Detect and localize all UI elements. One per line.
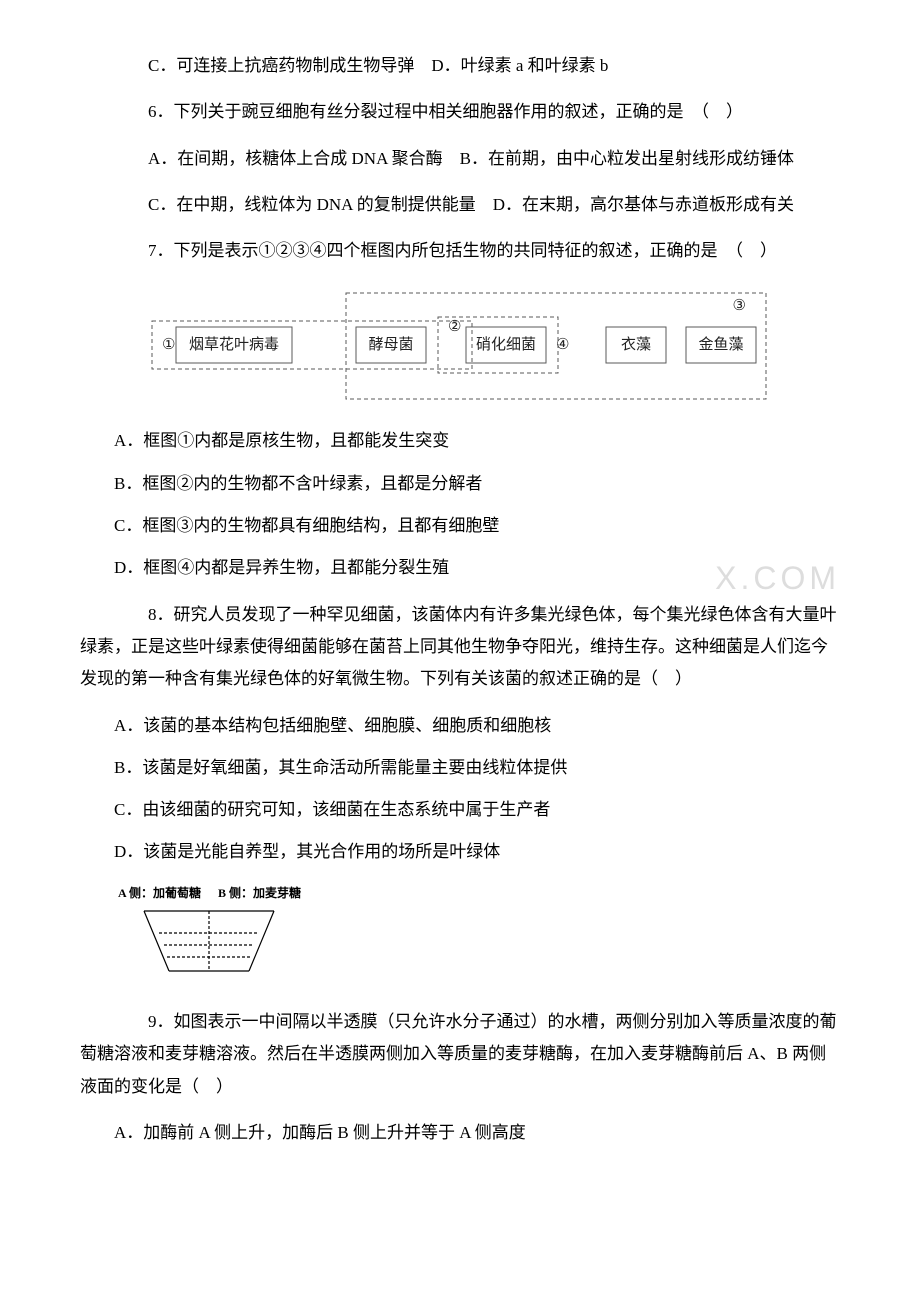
q7-option-b: B．框图②内的生物都不含叶绿素，且都是分解者 (80, 468, 840, 500)
q9-options: A．加酶前 A 侧上升，加酶后 B 侧上升并等于 A 侧高度 (80, 1117, 840, 1149)
q7-diagram-svg: ③ ① 烟草花叶病毒 酵母菌 ② 硝化细菌 ④ 衣藻 金鱼藻 (146, 287, 774, 405)
q8-option-c: C．由该细菌的研究可知，该细菌在生态系统中属于生产者 (80, 794, 840, 826)
svg-text:酵母菌: 酵母菌 (368, 336, 413, 353)
q8-options: A．该菌的基本结构包括细胞壁、细胞膜、细胞质和细胞核 B．该菌是好氧细菌，其生命… (80, 710, 840, 869)
svg-text:③: ③ (733, 298, 746, 314)
svg-text:烟草花叶病毒: 烟草花叶病毒 (189, 336, 279, 353)
q7-option-a: A．框图①内都是原核生物，且都能发生突变 (80, 425, 840, 457)
svg-text:B 侧：加麦芽糖: B 侧：加麦芽糖 (218, 885, 301, 900)
q8-option-b: B．该菌是好氧细菌，其生命活动所需能量主要由线粒体提供 (80, 752, 840, 784)
q9-stem: 9．如图表示一中间隔以半透膜（只允许水分子通过）的水槽，两侧分别加入等质量浓度的… (80, 1006, 840, 1103)
q8-stem: 8．研究人员发现了一种罕见细菌，该菌体内有许多集光绿色体，每个集光绿色体含有大量… (80, 599, 840, 696)
q9-option-a: A．加酶前 A 侧上升，加酶后 B 侧上升并等于 A 侧高度 (80, 1117, 840, 1149)
svg-text:金鱼藻: 金鱼藻 (698, 335, 743, 353)
q7-option-c: C．框图③内的生物都具有细胞结构，且都有细胞壁 (80, 510, 840, 542)
svg-text:A 侧：加葡萄糖: A 侧：加葡萄糖 (118, 885, 201, 900)
q7-option-d: X.COM D．框图④内都是异养生物，且都能分裂生殖 (80, 552, 840, 584)
q9-diagram-svg: A 侧：加葡萄糖 B 侧：加麦芽糖 (114, 883, 304, 983)
q6-option-ab: A．在间期，核糖体上合成 DNA 聚合酶 B．在前期，由中心粒发出星射线形成纺锤… (80, 143, 840, 175)
q7-options: A．框图①内都是原核生物，且都能发生突变 B．框图②内的生物都不含叶绿素，且都是… (80, 425, 840, 584)
q8-option-a: A．该菌的基本结构包括细胞壁、细胞膜、细胞质和细胞核 (80, 710, 840, 742)
q9-diagram: A 侧：加葡萄糖 B 侧：加麦芽糖 (114, 883, 840, 994)
q6-option-cd: C．在中期，线粒体为 DNA 的复制提供能量 D．在末期，高尔基体与赤道板形成有… (80, 189, 840, 221)
q6-stem: 6．下列关于豌豆细胞有丝分裂过程中相关细胞器作用的叙述，正确的是 （ ） (80, 96, 840, 128)
q7-option-d-text: D．框图④内都是异养生物，且都能分裂生殖 (114, 558, 449, 577)
q8-option-d: D．该菌是光能自养型，其光合作用的场所是叶绿体 (80, 836, 840, 868)
svg-text:①: ① (162, 337, 175, 353)
svg-text:硝化细菌: 硝化细菌 (476, 336, 536, 353)
q5-option-cd: C．可连接上抗癌药物制成生物导弹 D．叶绿素 a 和叶绿素 b (80, 50, 840, 82)
svg-text:②: ② (448, 319, 461, 335)
watermark: X.COM (681, 548, 840, 609)
q7-stem: 7．下列是表示①②③④四个框图内所包括生物的共同特征的叙述，正确的是 （ ） (80, 235, 840, 267)
svg-text:衣藻: 衣藻 (621, 336, 651, 353)
svg-text:④: ④ (556, 337, 569, 353)
q7-diagram: ③ ① 烟草花叶病毒 酵母菌 ② 硝化细菌 ④ 衣藻 金鱼藻 (80, 287, 840, 405)
